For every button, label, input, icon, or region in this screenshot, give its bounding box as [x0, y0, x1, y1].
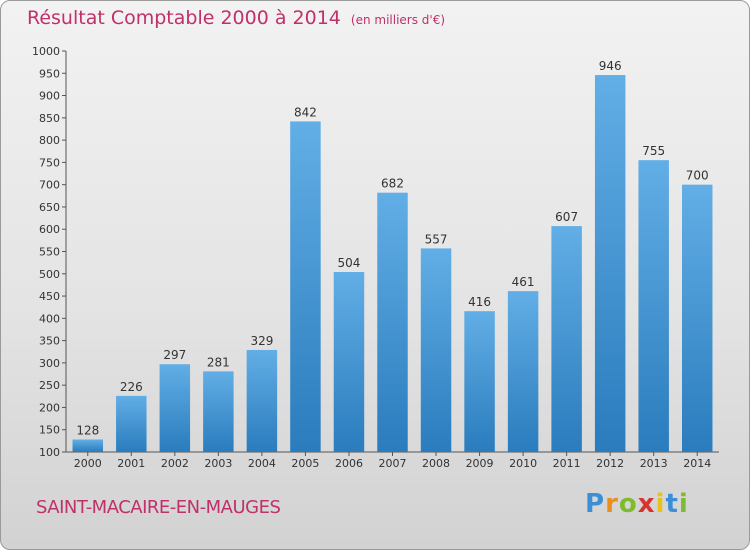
- bar-2008: [420, 248, 452, 452]
- logo-letter: x: [637, 489, 656, 519]
- chart-title: Résultat Comptable 2000 à 2014 (en millie…: [27, 7, 445, 29]
- value-labels: 128 226 297 281 329 842 504 682 557 416 461 607 946 7…: [76, 59, 708, 437]
- bar-2000: [72, 439, 104, 452]
- y-tick-label: 150: [39, 424, 60, 437]
- y-tick-label: 100: [39, 446, 60, 459]
- value-label-2011: 607: [555, 210, 578, 224]
- x-tick-label: 2012: [596, 457, 624, 470]
- bar-2014: [681, 184, 713, 452]
- bar-2006: [333, 271, 365, 452]
- y-tick-label: 700: [39, 179, 60, 192]
- x-tick-label: 2009: [466, 457, 494, 470]
- bar-2003: [203, 371, 234, 452]
- unit-subtitle: (en milliers d'€): [350, 13, 446, 27]
- value-label-2004: 329: [250, 334, 273, 348]
- logo-letter: i: [655, 489, 666, 519]
- x-tick-label: 2003: [204, 457, 232, 470]
- y-tick-label: 950: [39, 67, 60, 80]
- y-tick-label: 800: [39, 134, 60, 147]
- value-label-2005: 842: [294, 105, 317, 119]
- bar-2013: [638, 160, 669, 452]
- value-label-2003: 281: [207, 355, 230, 369]
- x-tick-label: 2006: [335, 457, 363, 470]
- title-text: Résultat Comptable 2000 à 2014: [27, 7, 341, 29]
- bar-series: [72, 75, 713, 453]
- proxiti-logo: Proxiti: [585, 489, 689, 519]
- y-tick-label: 450: [39, 290, 60, 303]
- x-tick-label: 2002: [161, 457, 189, 470]
- x-tick-label: 2000: [74, 457, 102, 470]
- x-tick-label: 2014: [683, 457, 711, 470]
- bar-2012: [594, 75, 626, 452]
- y-tick-label: 650: [39, 201, 60, 214]
- value-label-2006: 504: [338, 256, 361, 270]
- value-label-2010: 461: [512, 275, 535, 289]
- x-tick-label: 2005: [291, 457, 319, 470]
- bar-2005: [290, 121, 321, 453]
- y-tick-label: 250: [39, 379, 60, 392]
- y-tick-label: 600: [39, 223, 60, 236]
- y-tick-label: 300: [39, 357, 60, 370]
- x-tick-label: 2010: [509, 457, 537, 470]
- commune-name: SAINT-MACAIRE-EN-MAUGES: [36, 497, 281, 518]
- y-tick-label: 1000: [32, 45, 60, 58]
- logo-letter: i: [678, 489, 689, 519]
- x-tick-label: 2001: [117, 457, 145, 470]
- x-tick-label: 2007: [379, 457, 407, 470]
- value-label-2001: 226: [120, 380, 143, 394]
- value-label-2014: 700: [686, 169, 709, 183]
- logo-letter: P: [585, 489, 606, 519]
- bar-2011: [551, 226, 582, 452]
- x-tick-label: 2013: [640, 457, 668, 470]
- x-axis: 2000 2001 2002 2003 2004 2005 2006 2007 2008 2009…: [66, 451, 719, 470]
- x-tick-label: 2004: [248, 457, 276, 470]
- value-label-2013: 755: [642, 144, 665, 158]
- x-tick-label: 2011: [553, 457, 581, 470]
- y-tick-label: 550: [39, 246, 60, 259]
- logo-letter: o: [618, 489, 638, 519]
- bar-2004: [246, 349, 278, 452]
- logo-letter: r: [605, 489, 619, 519]
- y-axis: 100 150 200 250 300 350 400 450 500 550 600 650 700 7…: [32, 45, 67, 459]
- bar-2002: [159, 364, 191, 452]
- y-tick-label: 350: [39, 335, 60, 348]
- value-label-2002: 297: [163, 348, 186, 362]
- y-tick-label: 900: [39, 90, 60, 103]
- y-tick-label: 200: [39, 401, 60, 414]
- logo-letter: t: [665, 489, 679, 519]
- y-tick-label: 750: [39, 156, 60, 169]
- value-label-2009: 416: [468, 295, 491, 309]
- y-tick-label: 400: [39, 312, 60, 325]
- value-label-2007: 682: [381, 177, 404, 191]
- bar-2001: [116, 395, 147, 452]
- y-tick-label: 850: [39, 112, 60, 125]
- bar-2007: [377, 192, 408, 453]
- y-tick-label: 500: [39, 268, 60, 281]
- value-label-2008: 557: [425, 232, 448, 246]
- x-tick-label: 2008: [422, 457, 450, 470]
- bar-2010: [507, 291, 539, 452]
- value-label-2000: 128: [76, 424, 99, 438]
- value-label-2012: 946: [599, 59, 622, 73]
- bar-2009: [464, 311, 495, 452]
